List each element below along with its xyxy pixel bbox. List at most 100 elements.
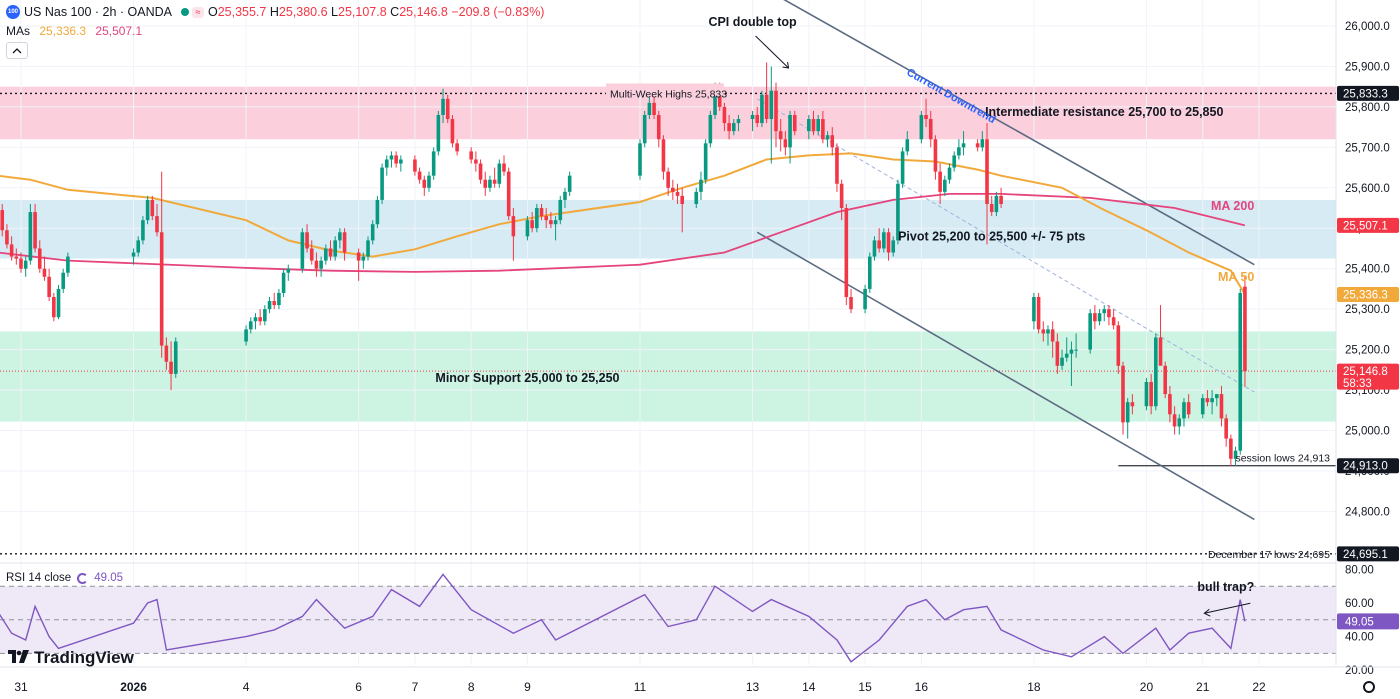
price-tag <box>1337 286 1399 302</box>
symbol-title[interactable]: US Nas 100 · 2h · OANDA <box>24 5 172 19</box>
settings-icon[interactable] <box>1363 681 1375 693</box>
candle-up <box>788 114 792 148</box>
ma50-label: MA 50 <box>1218 270 1254 284</box>
candle-down <box>886 232 891 253</box>
candle-down <box>675 191 680 196</box>
candle-down <box>539 208 544 217</box>
candle-down <box>933 139 938 172</box>
candle-up <box>891 240 896 253</box>
candle-up <box>277 292 281 306</box>
rsi-legend[interactable]: RSI 14 close 49.05 <box>6 572 123 584</box>
moving-averages-legend[interactable]: MAs 25,336.3 25,507.1 <box>6 24 142 38</box>
ma50-legend-value: 25,336.3 <box>39 24 87 38</box>
candle-up <box>535 208 539 229</box>
candle-up <box>896 183 900 241</box>
candle-up <box>943 179 947 192</box>
chevron-up-icon[interactable] <box>6 42 28 59</box>
candle-up <box>1032 297 1036 322</box>
candle-down <box>938 171 942 192</box>
candle-up <box>1238 292 1243 451</box>
close-label: C <box>390 5 400 19</box>
candle-down <box>272 301 277 306</box>
resistance-zone-label: Intermediate resistance 25,700 to 25,850 <box>985 105 1223 119</box>
candle-down <box>1186 402 1191 415</box>
candle-down <box>671 187 675 192</box>
candle-up <box>872 240 877 257</box>
candle-up <box>253 317 258 322</box>
candle-up <box>173 341 178 374</box>
candle-up <box>750 114 755 120</box>
candle-down <box>1205 398 1210 403</box>
candle-down <box>37 248 42 269</box>
candle-down <box>1121 365 1125 423</box>
candle-up <box>919 114 924 140</box>
candle-up <box>131 252 136 257</box>
candle-up <box>563 191 567 200</box>
symbol-logo-icon: 100 <box>6 5 20 19</box>
rsi-value-tag <box>1337 613 1399 630</box>
candle-up <box>558 199 563 221</box>
candle-down <box>1149 381 1153 407</box>
price-tag <box>1337 363 1399 390</box>
candle-up <box>263 309 267 322</box>
candle-up <box>1182 402 1186 419</box>
price-tag-countdown: 58:33 <box>1343 378 1372 390</box>
data-status-icon[interactable]: ≈ <box>191 6 204 18</box>
candle-up <box>647 102 652 115</box>
candle-down <box>835 147 839 184</box>
candle-up <box>731 123 736 132</box>
candle-down <box>722 106 727 124</box>
candle-up <box>431 151 436 176</box>
refresh-icon[interactable] <box>77 572 89 584</box>
candle-up <box>825 135 830 140</box>
candle-down <box>764 94 769 120</box>
high-label: H <box>269 5 279 19</box>
cpi-double-top-label: CPI double top <box>708 15 797 29</box>
candle-down <box>877 240 881 249</box>
candle-up <box>1233 450 1238 459</box>
candle-up <box>286 268 291 273</box>
price-tag-label: 25,336.3 <box>1343 289 1388 301</box>
time-tick-label: 6 <box>355 680 362 694</box>
open-value: 25,355.7 <box>217 5 267 19</box>
candle-down <box>530 220 534 229</box>
candle-down <box>0 210 5 231</box>
candle-up <box>863 288 867 310</box>
market-open-icon <box>180 8 189 16</box>
candle-down <box>5 230 9 245</box>
candle-down <box>450 119 455 144</box>
rsi-tick-label: 20.00 <box>1345 665 1374 677</box>
support-zone <box>0 331 1336 422</box>
candle-up <box>366 240 370 257</box>
candle-down <box>474 159 478 164</box>
candle-down <box>1130 402 1135 407</box>
candle-down <box>830 135 835 148</box>
close-value: 25,146.8 <box>399 5 448 19</box>
time-axis-bg <box>0 667 1336 699</box>
candle-down <box>478 163 483 180</box>
price-tick-label: 25,900.0 <box>1345 61 1390 73</box>
ma50-line <box>0 152 1246 296</box>
rsi-value-tag-label: 49.05 <box>1345 616 1374 628</box>
tradingview-logo[interactable]: TradingView <box>8 648 134 668</box>
time-tick-label: 2026 <box>120 680 147 694</box>
candle-up <box>1125 402 1130 423</box>
candle-up <box>905 139 910 152</box>
candle-up <box>375 199 380 225</box>
candle-up <box>882 232 886 249</box>
candle-down <box>1050 329 1055 342</box>
candle-up <box>281 272 286 293</box>
price-tick-label: 25,200.0 <box>1345 345 1390 357</box>
time-tick-label: 20 <box>1140 680 1154 694</box>
candle-up <box>361 256 366 261</box>
candle-down <box>989 203 994 213</box>
candle-up <box>1154 337 1158 407</box>
candle-down <box>656 114 661 140</box>
candle-up <box>1177 418 1182 427</box>
time-tick-label: 18 <box>1027 680 1041 694</box>
candle-up <box>980 139 985 148</box>
candle-up <box>1102 309 1107 314</box>
candle-down <box>975 143 980 148</box>
support-zone-label: Minor Support 25,000 to 25,250 <box>435 371 619 385</box>
